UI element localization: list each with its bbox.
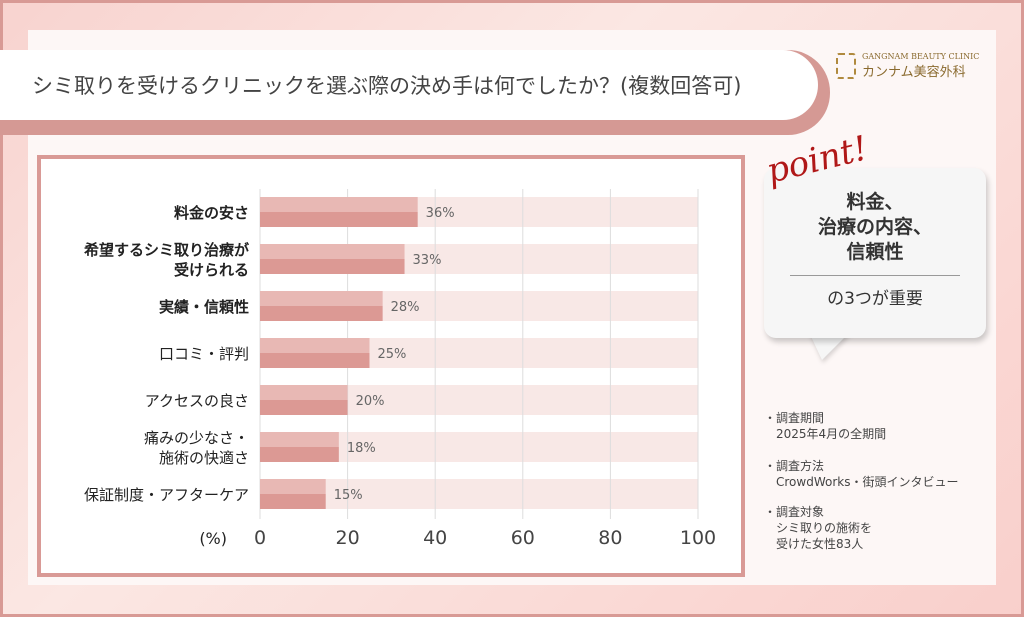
bar bbox=[260, 306, 383, 321]
category-label: 口コミ・評判 bbox=[159, 345, 249, 363]
note-body: シミ取りの施術を 受けた女性83人 bbox=[776, 521, 873, 551]
page-title: シミ取りを受けるクリニックを選ぶ際の決め手は何でしたか？(複数回答可) bbox=[32, 74, 742, 98]
bar-track bbox=[260, 479, 698, 509]
bar-chart: 0 20 40 60 80 100 (%) 36% 料金の安さ 33% 希望するシミ取り治療が受けら… bbox=[84, 189, 716, 549]
bar-top bbox=[260, 197, 418, 212]
x-tick-label: 100 bbox=[680, 527, 716, 549]
point-sub: の3つが重要 bbox=[827, 289, 923, 309]
category-label: 保証制度・アフターケア bbox=[84, 486, 249, 504]
point-bubble: 料金、 治療の内容、 信頼性 の3つが重要 bbox=[764, 168, 986, 338]
note-body: CrowdWorks・街頭インタビュー bbox=[776, 475, 959, 489]
bar bbox=[260, 212, 418, 227]
note-target: ・調査対象 シミ取りの施術を 受けた女性83人 bbox=[764, 505, 873, 551]
bar-top bbox=[260, 291, 383, 306]
bar bbox=[260, 353, 370, 368]
x-tick-label: 80 bbox=[598, 527, 622, 549]
category-label: 受けられる bbox=[174, 261, 249, 279]
x-tick-label: 40 bbox=[423, 527, 447, 549]
value-label: 20% bbox=[356, 394, 385, 409]
x-axis-label: (%) bbox=[199, 529, 227, 548]
value-label: 36% bbox=[426, 206, 455, 221]
logo-en: GANGNAM BEAUTY CLINIC bbox=[862, 52, 980, 61]
category-label: 実績・信頼性 bbox=[159, 298, 249, 316]
category-label: 料金の安さ bbox=[174, 204, 249, 222]
title-banner: シミ取りを受けるクリニックを選ぶ際の決め手は何でしたか？(複数回答可) bbox=[0, 50, 818, 120]
bar-top bbox=[260, 385, 348, 400]
logo-mark-icon bbox=[836, 53, 856, 79]
divider bbox=[790, 275, 960, 276]
x-tick-label: 60 bbox=[511, 527, 535, 549]
survey-notes: ・調査期間 2025年4月の全期間 ・調査方法 CrowdWorks・街頭インタビュ… bbox=[764, 410, 958, 566]
note-body: 2025年4月の全期間 bbox=[776, 427, 887, 441]
note-period: ・調査期間 2025年4月の全期間 bbox=[764, 411, 887, 441]
note-head: 調査方法 bbox=[776, 459, 825, 473]
note-head: 調査期間 bbox=[776, 411, 825, 425]
bar bbox=[260, 259, 405, 274]
x-tick-label: 0 bbox=[254, 527, 266, 549]
bar-top bbox=[260, 479, 326, 494]
bar bbox=[260, 400, 348, 415]
value-label: 25% bbox=[378, 347, 407, 362]
note-method: ・調査方法 CrowdWorks・街頭インタビュー bbox=[764, 459, 959, 489]
bar-top bbox=[260, 432, 339, 447]
chart-frame: 0 20 40 60 80 100 (%) 36% 料金の安さ 33% 希望するシミ取り治療が受けら… bbox=[37, 155, 745, 577]
bar-top bbox=[260, 244, 405, 259]
note-head: 調査対象 bbox=[776, 505, 825, 519]
value-label: 15% bbox=[334, 488, 363, 503]
value-label: 33% bbox=[413, 253, 442, 268]
bar bbox=[260, 447, 339, 462]
category-label: 希望するシミ取り治療が bbox=[84, 241, 250, 259]
category-label: アクセスの良さ bbox=[145, 392, 249, 410]
category-label: 施術の快適さ bbox=[159, 449, 249, 467]
value-label: 28% bbox=[391, 300, 420, 315]
bar bbox=[260, 494, 326, 509]
clinic-logo: GANGNAM BEAUTY CLINIC カンナム美容外科 bbox=[836, 52, 979, 80]
point-main: 料金、 治療の内容、 信頼性 bbox=[817, 191, 932, 263]
value-label: 18% bbox=[347, 441, 376, 456]
bar-top bbox=[260, 338, 370, 353]
x-tick-label: 20 bbox=[336, 527, 360, 549]
category-label: 痛みの少なさ・ bbox=[144, 429, 249, 447]
logo-jp: カンナム美容外科 bbox=[862, 65, 966, 80]
